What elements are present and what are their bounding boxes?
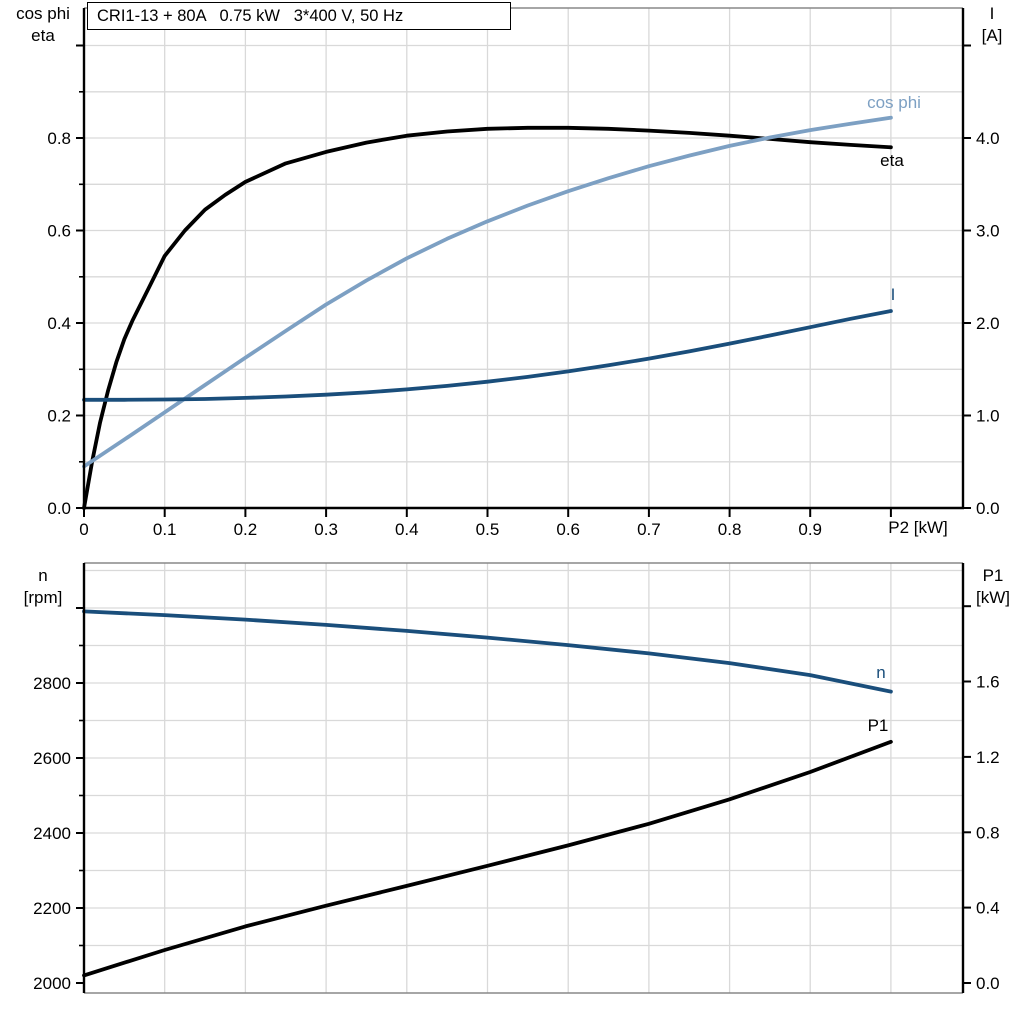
left-axis-title-unit-rpm: [rpm] [23, 588, 63, 607]
chart-title-box: CRI1-13 + 80A 0.75 kW 3*400 V, 50 Hz [87, 2, 511, 30]
bottom-chart-right-axis-title: P1 [kW] [962, 565, 1024, 609]
left-axis-tick-label: 0.4 [47, 314, 71, 333]
left-axis-tick-label: 0.6 [47, 222, 71, 241]
x-axis-tick-label: 0.5 [476, 520, 500, 539]
x-axis-tick-label: 0.7 [637, 520, 661, 539]
curve-label-eta: eta [880, 151, 904, 170]
x-axis-title-p2: P2 [kW] [888, 518, 948, 537]
right-axis-tick-label: 0.0 [976, 974, 1000, 993]
x-axis-tick-label: 0.2 [234, 520, 258, 539]
curve-I [82, 309, 893, 402]
right-axis-tick-label: 0.0 [976, 499, 1000, 518]
right-axis-tick-label: 2.0 [976, 314, 1000, 333]
x-axis-tick-label: 0 [79, 520, 88, 539]
left-axis-title-cosphi: cos phi [16, 4, 70, 23]
right-axis-tick-label: 0.8 [976, 823, 1000, 842]
right-axis-tick-label: 1.2 [976, 748, 1000, 767]
right-axis-title-unit-kw: [kW] [976, 588, 1010, 607]
left-axis-tick-label: 0.0 [47, 499, 71, 518]
right-axis-title-current: I [989, 4, 995, 23]
left-axis-tick-label: 2000 [33, 974, 71, 993]
curve-eta [82, 125, 893, 510]
left-axis-tick-label: 0.8 [47, 129, 71, 148]
right-axis-tick-label: 1.6 [976, 673, 1000, 692]
right-axis-tick-label: 4.0 [976, 129, 1000, 148]
right-axis-tick-label: 0.4 [976, 899, 1000, 918]
right-axis-title-power-in: P1 [982, 566, 1004, 585]
right-axis-title-unit-amps: [A] [981, 26, 1003, 45]
right-axis-tick-label: 3.0 [976, 222, 1000, 241]
curve-label-cos-phi: cos phi [867, 93, 921, 112]
x-axis-tick-label: 0.3 [314, 520, 338, 539]
left-axis-title-speed: n [38, 566, 48, 585]
curve-P1 [82, 739, 893, 978]
left-axis-tick-label: 2800 [33, 674, 71, 693]
top-chart-left-axis-title: cos phi eta [0, 3, 86, 47]
curve-label-power-in: P1 [867, 716, 889, 735]
curve-label-current: I [890, 285, 896, 304]
right-axis-tick-label: 1.0 [976, 407, 1000, 426]
left-axis-tick-label: 0.2 [47, 407, 71, 426]
top-chart-right-axis-title: I [A] [962, 3, 1022, 47]
curve-n [82, 609, 893, 694]
left-axis-tick-label: 2600 [33, 749, 71, 768]
x-axis-tick-label: 0.6 [556, 520, 580, 539]
curve-label-speed: n [876, 663, 886, 682]
x-axis-tick-label: 0.8 [718, 520, 742, 539]
left-axis-title-eta: eta [31, 26, 55, 45]
left-axis-tick-label: 2200 [33, 899, 71, 918]
x-axis-tick-label: 0.9 [798, 520, 822, 539]
x-axis-tick-label: 0.4 [395, 520, 419, 539]
x-axis-tick-label: 0.1 [153, 520, 177, 539]
curve-cos-phi [82, 115, 893, 469]
left-axis-tick-label: 2400 [33, 824, 71, 843]
bottom-chart-left-axis-title: n [rpm] [0, 565, 86, 609]
